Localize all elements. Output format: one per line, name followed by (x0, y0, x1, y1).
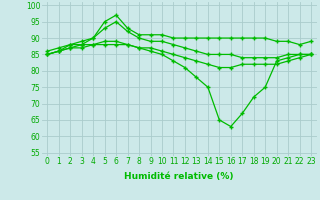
X-axis label: Humidité relative (%): Humidité relative (%) (124, 172, 234, 181)
